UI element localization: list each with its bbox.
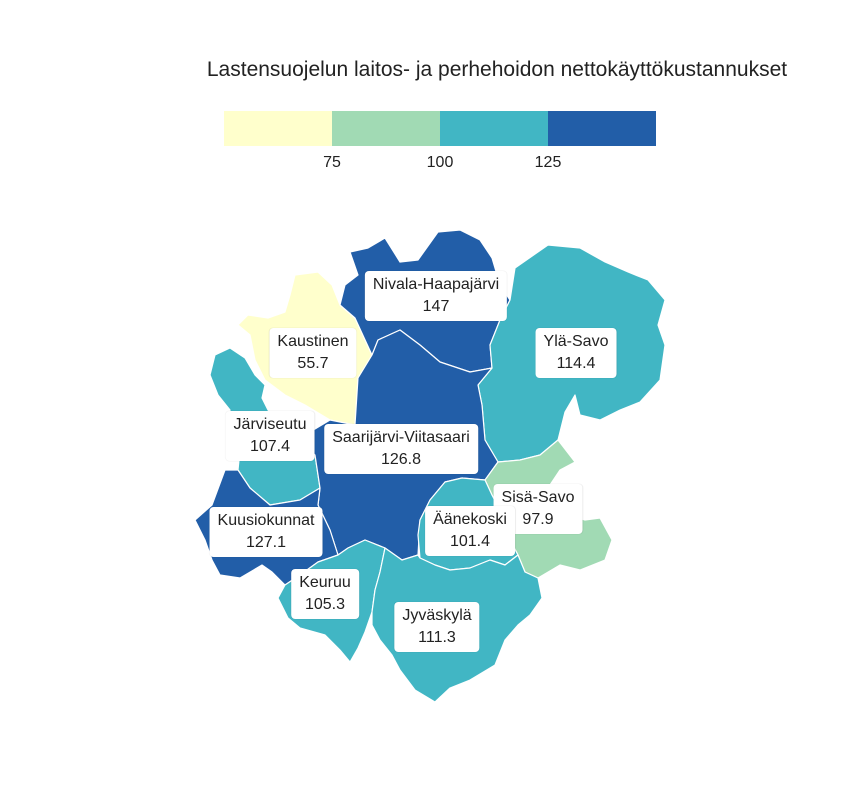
label-keuruu: Keuruu 105.3 [291,569,359,619]
label-nivala-haapajarvi: Nivala-Haapajärvi 147 [364,271,508,321]
legend-swatch-3 [440,111,548,146]
region-name: Keuruu [299,574,351,591]
label-saarijarvi-viitasaari: Saarijärvi-Viitasaari 126.8 [324,424,478,474]
region-value: 126.8 [380,451,422,468]
region-name: Ylä-Savo [543,333,609,350]
legend-tick-100: 100 [426,154,454,171]
color-legend [224,111,656,146]
region-value: 97.9 [522,511,554,528]
region-name: Kuusiokunnat [217,512,315,529]
legend-swatch-4 [548,111,656,146]
legend-swatch-2 [332,111,440,146]
label-jarviseutu: Järviseutu 107.4 [225,411,315,461]
region-name: Järviseutu [233,416,307,433]
region-value: 127.1 [245,534,287,551]
region-value: 105.3 [304,596,346,613]
legend-swatch-1 [224,111,332,146]
label-kaustinen: Kaustinen 55.7 [269,328,357,378]
region-name: Kaustinen [277,333,349,350]
region-name: Saarijärvi-Viitasaari [332,429,470,446]
region-value: 111.3 [418,629,456,646]
region-value: 114.4 [556,355,596,372]
region-value: 147 [422,298,450,315]
legend-ticks: 75 100 125 [224,154,656,174]
legend-tick-75: 75 [323,154,341,171]
region-name: Jyväskylä [402,607,472,624]
region-value: 107.4 [249,438,291,455]
region-value: 55.7 [297,355,329,372]
legend-tick-125: 125 [534,154,562,171]
label-kuusiokunnat: Kuusiokunnat 127.1 [209,507,323,557]
label-jyvaskyla: Jyväskylä 111.3 [394,602,480,652]
region-name: Äänekoski [433,511,507,528]
label-yla-savo: Ylä-Savo 114.4 [535,328,617,378]
map-title: Lastensuojelun laitos- ja perhehoidon ne… [206,58,788,81]
label-aanekoski: Äänekoski 101.4 [425,506,515,556]
region-name: Nivala-Haapajärvi [372,276,500,293]
region-name: Sisä-Savo [501,489,575,506]
region-value: 101.4 [449,533,491,550]
